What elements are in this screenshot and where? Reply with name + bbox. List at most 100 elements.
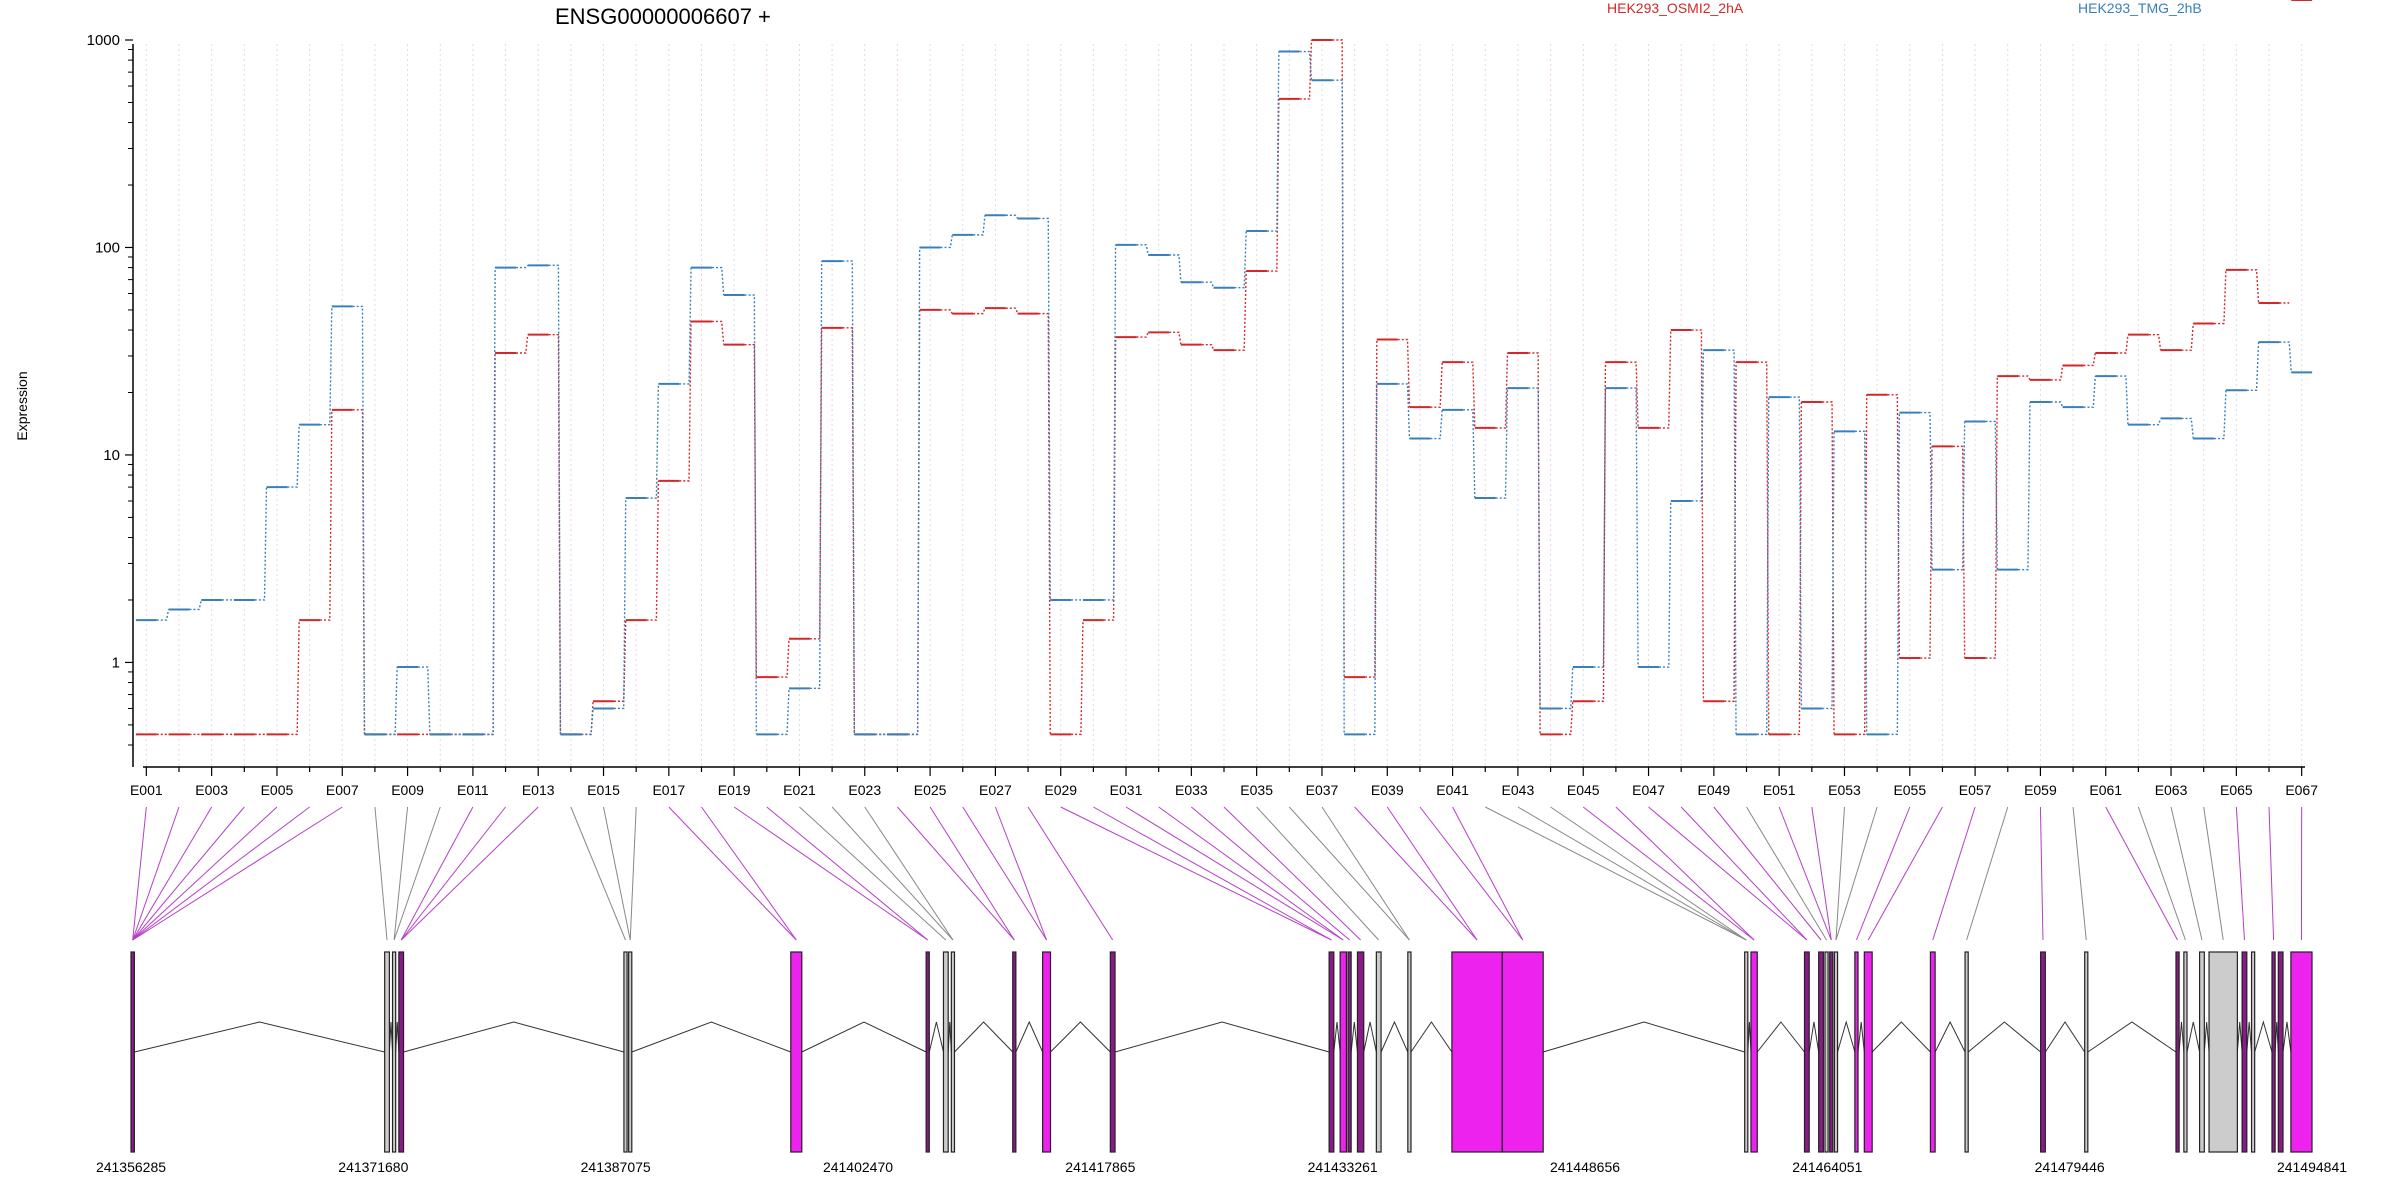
series-2-connector — [2050, 401, 2064, 408]
series-1-connector — [2214, 269, 2227, 325]
intron-line — [2246, 1021, 2253, 1053]
expression-series — [135, 0, 2313, 736]
exon-connector — [570, 806, 626, 941]
series-1-connector — [548, 333, 562, 735]
y-tick-label: 1000 — [87, 32, 120, 49]
exon-connector — [799, 806, 947, 941]
series-2-connector — [1397, 383, 1411, 439]
exon-box — [391, 951, 397, 1153]
intron-line — [1756, 1021, 1805, 1053]
series-2-connector — [581, 708, 594, 736]
exon-connector — [1835, 806, 1845, 941]
series-1-connector — [809, 327, 823, 640]
x-tick-label: E053 — [1828, 782, 1861, 798]
series-1-connector — [1136, 332, 1149, 338]
series-2-connector — [189, 599, 202, 611]
series-2-connector — [2181, 417, 2194, 439]
series-1-connector — [1561, 701, 1574, 736]
exon-box — [2175, 951, 2180, 1153]
exon-connector — [733, 806, 929, 941]
series-2-connector — [1038, 217, 1051, 600]
intron-line — [2236, 1021, 2243, 1053]
coordinate-label: 241356285 — [96, 1159, 166, 1175]
exon-box — [398, 951, 405, 1153]
exon-connector — [1835, 806, 1878, 941]
x-tick-label: E017 — [652, 782, 685, 798]
series-1-connector — [1985, 376, 1999, 659]
series-2-connector — [1985, 420, 1999, 570]
exon-connector — [374, 806, 388, 941]
exon-connector — [1932, 806, 1976, 941]
x-tick-label: E047 — [1632, 782, 1665, 798]
series-2-connector — [287, 424, 300, 488]
intron-line — [1050, 1021, 1111, 1053]
x-tick-label: E059 — [2024, 782, 2057, 798]
intron-line — [2087, 1021, 2177, 1053]
exon-box — [1863, 951, 1873, 1153]
exon-connector — [994, 806, 1048, 941]
exon-box — [2183, 951, 2188, 1153]
x-tick-label: E015 — [587, 782, 620, 798]
exon-box — [1328, 951, 1335, 1153]
series-1-connector — [1005, 307, 1019, 314]
series-2-connector — [1626, 387, 1639, 668]
x-tick-label: E037 — [1306, 782, 1339, 798]
series-2-connector — [2279, 341, 2292, 373]
chart-title: ENSG00000006607 + — [555, 4, 771, 29]
exon-connector — [629, 806, 637, 941]
series-1-connector — [1397, 338, 1411, 408]
x-tick-label: E031 — [1110, 782, 1143, 798]
x-tick-label: E005 — [261, 782, 294, 798]
exon-connector — [831, 806, 954, 941]
series-2-connector — [1920, 411, 1933, 570]
series-2-connector — [1854, 430, 1868, 735]
x-tick-label: E029 — [1044, 782, 1077, 798]
series-1-connector — [1169, 331, 1182, 345]
exon-box — [1803, 951, 1810, 1153]
series-2-connector — [1299, 50, 1313, 81]
exon-connector — [393, 806, 409, 941]
series-1-connector — [679, 321, 692, 482]
exon-connector — [962, 806, 1047, 941]
axes: 1 10 100 1000 E001 E003 E005 E007 E009 E011 E013 E0… — [87, 32, 2319, 798]
intron-line — [1871, 1021, 1931, 1053]
series-1-connector — [1658, 330, 1672, 429]
exon-connector — [1158, 806, 1344, 941]
x-tick-label: E019 — [718, 782, 751, 798]
series-2-connector — [809, 261, 823, 690]
y-tick-label: 1 — [112, 654, 120, 671]
x-tick-label: E051 — [1763, 782, 1796, 798]
intron-line — [1543, 1021, 1745, 1053]
x-tick-label: E013 — [522, 782, 555, 798]
series-1-connector — [1822, 401, 1835, 735]
exon-box — [384, 951, 390, 1153]
x-tick-label: E009 — [391, 782, 424, 798]
series-2-connector — [1332, 79, 1345, 735]
x-tick-label: E041 — [1436, 782, 1469, 798]
exon-box — [925, 951, 930, 1153]
intron-line — [1967, 1021, 2041, 1053]
legend-label-series-2: HEK293_TMG_2hB — [2078, 0, 2202, 16]
x-tick-label: E033 — [1175, 782, 1208, 798]
exon-connector — [1321, 806, 1410, 941]
series-2-connector — [1658, 500, 1672, 668]
exon-connector — [132, 806, 213, 941]
gene-model: 241356285 241371680 241387075 241402470 2414… — [96, 951, 2347, 1175]
x-tick-label: E007 — [326, 782, 359, 798]
series-1-connector — [581, 701, 594, 736]
series-2-connector — [1952, 421, 1966, 571]
series-2-connector — [1103, 244, 1117, 601]
x-tick-label: E001 — [130, 782, 163, 798]
exon-box — [2198, 951, 2205, 1153]
series-1-connector — [2050, 365, 2064, 381]
intron-line — [631, 1021, 791, 1053]
series-2-connector — [907, 247, 921, 736]
series-1-connector — [646, 480, 660, 621]
series-2-connector — [1430, 409, 1443, 440]
intron-line — [1934, 1020, 1966, 1053]
x-tick-label: E067 — [2285, 782, 2318, 798]
series-2-connector — [1136, 244, 1149, 256]
series-2-connector — [2246, 342, 2260, 391]
coordinate-label: 241387075 — [581, 1159, 651, 1175]
series-1-connector — [287, 620, 300, 736]
